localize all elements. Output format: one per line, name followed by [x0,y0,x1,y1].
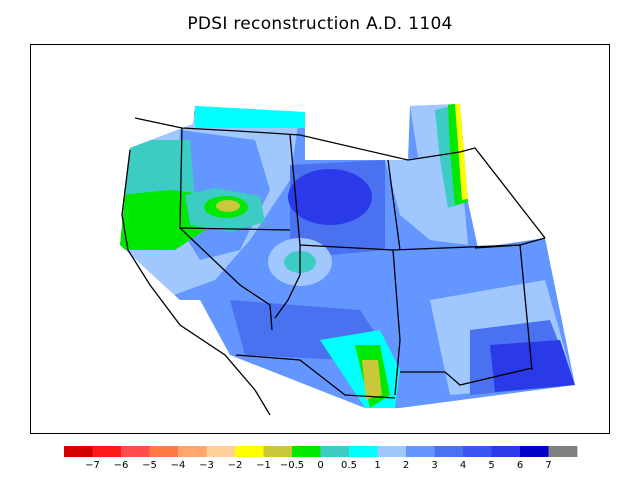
nm-east [474,244,533,371]
pacific-coast [121,149,271,416]
field-6-se [490,340,575,392]
field-6-center [288,169,372,225]
canada-border [134,117,409,161]
pdsi-field [120,104,575,408]
field-1-north [195,106,305,128]
north-border [407,147,546,239]
nevada-ca-border [179,127,273,331]
or-nv-border [179,227,291,231]
wy-west [387,159,401,251]
map-title: PDSI reconstruction A.D. 1104 [187,14,453,34]
az-west [274,245,301,319]
field-neg05-south [362,360,382,400]
boundaries [121,117,546,416]
texas-border [400,367,533,386]
mexico-border [235,354,396,399]
field-neg05-blob [216,200,240,212]
